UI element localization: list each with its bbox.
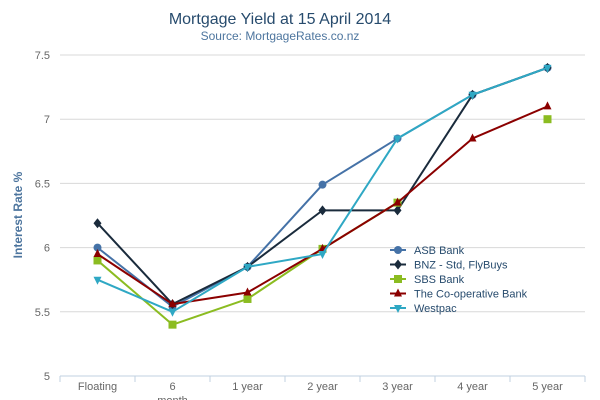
legend-symbol xyxy=(394,288,402,297)
data-point xyxy=(393,197,402,206)
x-tick-label: 4 year xyxy=(457,381,488,393)
data-point xyxy=(168,320,177,329)
axis-layer: 5 5.5 6 6.5 7 7.5 Floating 6month 1 year 2 year 3 … xyxy=(35,50,586,400)
legend-symbol xyxy=(394,259,402,270)
data-point xyxy=(393,205,402,216)
data-point xyxy=(93,276,102,285)
series-0 xyxy=(93,63,552,311)
data-point xyxy=(393,135,402,144)
chart-title: Mortgage Yield at 15 April 2014 xyxy=(169,11,391,28)
chart-subtitle: Source: MortgageRates.co.nz xyxy=(201,29,360,43)
data-point xyxy=(243,263,252,272)
x-tick-label: 3 year xyxy=(382,381,413,393)
legend-item[interactable]: ASB Bank xyxy=(390,245,465,257)
series-4 xyxy=(93,64,552,317)
y-tick-label: 7.5 xyxy=(35,50,50,62)
legend-item[interactable]: The Co-operative Bank xyxy=(390,288,528,301)
grid-layer xyxy=(60,54,585,377)
legend-symbol xyxy=(394,275,402,283)
series-3 xyxy=(93,101,552,308)
x-tick-label: 2 year xyxy=(307,381,338,393)
legend-label: ASB Bank xyxy=(414,245,465,257)
data-point xyxy=(243,294,252,303)
y-tick-label: 6.5 xyxy=(35,178,50,190)
data-point xyxy=(168,299,177,308)
y-tick-label: 6 xyxy=(44,243,50,255)
legend-label: BNZ - Std, FlyBuys xyxy=(414,260,508,272)
y-tick-label: 5 xyxy=(44,371,50,383)
data-point xyxy=(168,308,177,317)
legend[interactable]: ASB Bank BNZ - Std, FlyBuys SBS Bank The Co… xyxy=(390,245,528,315)
legend-label: SBS Bank xyxy=(414,274,465,286)
data-point xyxy=(468,133,477,142)
data-point xyxy=(543,101,552,110)
x-tick-label: Floating xyxy=(78,381,117,393)
legend-item[interactable]: SBS Bank xyxy=(390,274,465,286)
data-point xyxy=(543,115,552,124)
data-point xyxy=(93,256,102,265)
x-tick-label: 6month xyxy=(157,381,188,400)
y-axis-title: Interest Rate % xyxy=(11,171,25,258)
y-tick-label: 7 xyxy=(44,114,50,126)
x-tick-label: 5 year xyxy=(532,381,563,393)
data-point xyxy=(318,180,327,189)
series-line xyxy=(96,105,548,306)
series-layer xyxy=(93,62,552,329)
data-point xyxy=(543,64,552,73)
legend-symbol xyxy=(394,305,402,313)
data-point xyxy=(93,243,102,252)
data-point xyxy=(93,218,102,229)
legend-symbol xyxy=(394,246,402,254)
series-line xyxy=(97,66,548,313)
y-tick-label: 5.5 xyxy=(35,307,50,319)
legend-label: The Co-operative Bank xyxy=(414,289,528,301)
legend-item[interactable]: Westpac xyxy=(390,303,457,315)
data-point xyxy=(318,251,327,260)
legend-item[interactable]: BNZ - Std, FlyBuys xyxy=(390,259,508,272)
data-point xyxy=(468,91,477,100)
legend-label: Westpac xyxy=(414,303,457,315)
x-tick-label: 1 year xyxy=(232,381,263,393)
data-point xyxy=(243,287,252,296)
data-point xyxy=(93,249,102,258)
data-point xyxy=(318,205,327,216)
